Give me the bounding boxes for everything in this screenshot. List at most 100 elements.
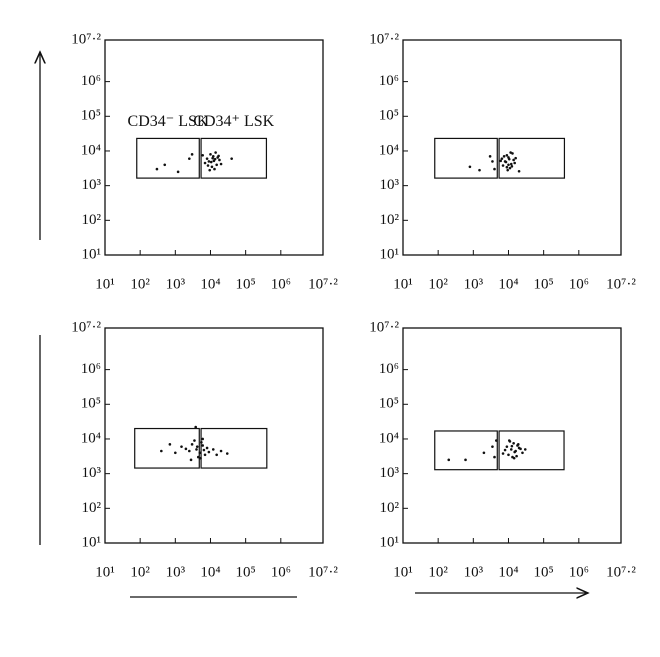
point [509, 162, 513, 166]
gate-label: CD34⁺ LSK [193, 113, 274, 130]
x-tick-label: 10⁴ [200, 276, 220, 292]
x-tick-label: 10⁵ [534, 564, 554, 580]
point [203, 161, 207, 165]
y-tick-label: 10³ [82, 177, 102, 193]
point [202, 448, 206, 452]
x-tick-label: 10² [130, 564, 150, 580]
point [482, 451, 486, 455]
point [199, 456, 202, 460]
y-tick-label: 10¹ [82, 534, 102, 550]
point [206, 164, 210, 167]
point [207, 160, 211, 163]
point [499, 159, 502, 163]
x-tick-label: 10⁵ [236, 564, 256, 580]
point [513, 161, 516, 165]
gate [200, 137, 268, 179]
point [195, 445, 199, 448]
point [209, 160, 213, 164]
gate [498, 137, 566, 179]
y-tick-label: 10² [380, 500, 400, 516]
point [478, 168, 481, 172]
point [168, 443, 172, 446]
y-tick-label: 10⁴ [379, 142, 399, 158]
point [219, 162, 223, 166]
x-tick-label: 10³ [166, 564, 186, 580]
y-tick-label: 10¹ [380, 534, 400, 550]
x-tick-label: 10¹ [393, 276, 413, 292]
point [517, 169, 521, 173]
gate [498, 430, 565, 471]
x-tick-label: 10⁶ [569, 276, 589, 292]
point [509, 448, 513, 451]
x-tick-label: 10⁶ [271, 276, 291, 292]
point [198, 451, 202, 455]
y-tick-label: 10³ [380, 465, 400, 481]
point [491, 445, 494, 448]
point [203, 453, 207, 457]
point [160, 449, 163, 453]
point [207, 450, 211, 454]
y-tick-label: 10³ [380, 177, 400, 193]
plot-frame [104, 39, 324, 256]
y-tick-label: 10² [380, 212, 400, 228]
point [219, 449, 223, 453]
gate-label: CD34⁻ LSK [128, 113, 209, 130]
point [217, 154, 220, 158]
y-tick-label: 10⁴ [379, 430, 399, 446]
point [491, 160, 494, 163]
x-tick-label: 10¹ [95, 564, 115, 580]
point [519, 447, 522, 451]
x-tick-label: 10⁴ [498, 276, 518, 292]
point [194, 425, 198, 429]
point [514, 449, 517, 453]
point [174, 451, 177, 455]
point [507, 439, 511, 442]
point [190, 153, 194, 156]
point [510, 165, 514, 168]
y-tick-label: 10¹ [380, 246, 400, 262]
y-tick-label: 10⁵ [81, 396, 101, 412]
plot-frame [402, 39, 622, 256]
point [155, 167, 159, 171]
point [180, 445, 183, 448]
point [196, 455, 200, 459]
point [447, 458, 451, 462]
point [184, 447, 188, 451]
gate [136, 137, 200, 179]
point [504, 160, 508, 164]
point [506, 168, 510, 172]
point [488, 155, 492, 158]
point [512, 158, 515, 162]
point [195, 448, 198, 451]
x-tick-label: 10⁷·² [308, 564, 338, 580]
point [218, 158, 221, 162]
point [509, 151, 512, 154]
x-tick-label: 10² [428, 564, 448, 580]
y-tick-label: 10⁷·² [369, 31, 399, 47]
x-tick-label: 10³ [166, 276, 186, 292]
gate [200, 427, 268, 469]
point [201, 154, 204, 157]
point [512, 442, 515, 445]
point [507, 163, 510, 167]
point [523, 448, 527, 451]
point [211, 448, 215, 451]
point [163, 163, 167, 167]
x-tick-label: 10⁷·² [606, 564, 636, 580]
y-tick-label: 10⁷·² [369, 319, 399, 335]
point [200, 441, 203, 444]
y-tick-label: 10⁷·² [71, 319, 101, 335]
point [503, 448, 507, 452]
point [515, 454, 518, 458]
point [510, 444, 514, 448]
point [205, 446, 209, 450]
point [505, 445, 509, 448]
x-tick-label: 10² [428, 276, 448, 292]
point [208, 168, 212, 172]
y-tick-label: 10³ [82, 465, 102, 481]
point [505, 154, 509, 157]
point [230, 157, 233, 160]
point [214, 151, 217, 154]
point [213, 167, 216, 171]
